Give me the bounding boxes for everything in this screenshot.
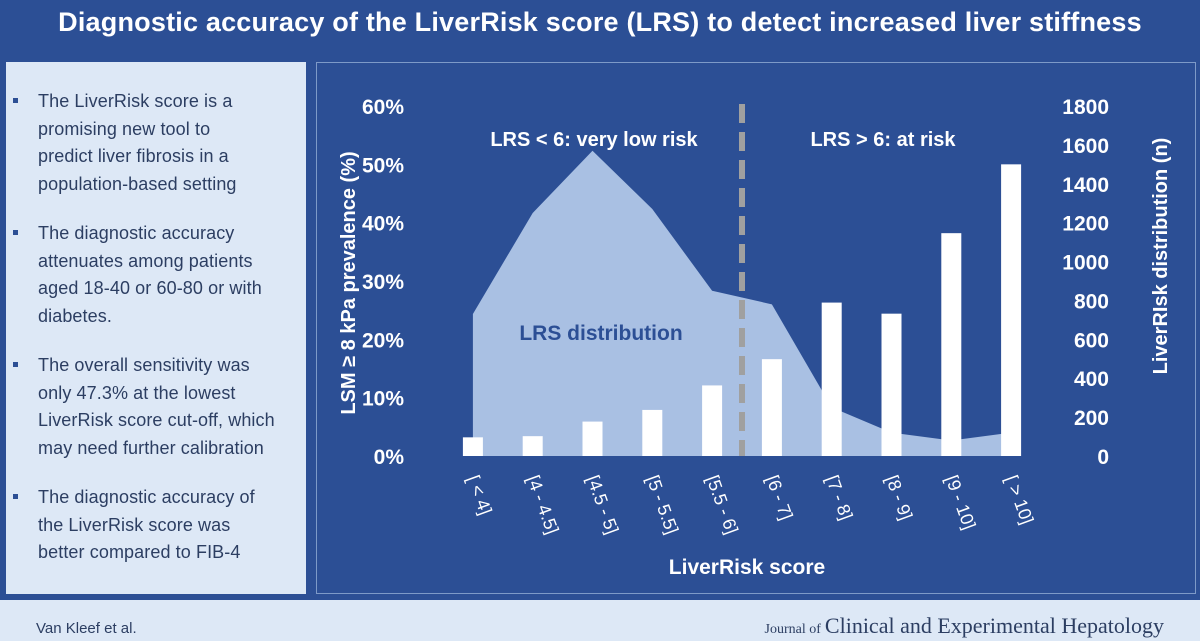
finding-text: The diagnostic accuracy of the LiverRisk… <box>38 487 255 562</box>
y2-tick-label: 600 <box>1074 329 1109 352</box>
prevalence-bar <box>462 437 483 456</box>
finding-item: The diagnostic accuracy attenuates among… <box>6 220 306 330</box>
prevalence-bar <box>941 233 962 456</box>
y-tick-label: 10% <box>362 388 404 411</box>
prevalence-bar <box>642 409 663 456</box>
y2-tick-label: 1800 <box>1062 96 1109 119</box>
authors: Van Kleef et al. <box>36 620 137 637</box>
page-title: Diagnostic accuracy of the LiverRisk sco… <box>58 6 1142 37</box>
x-tick-label: [6 - 7] <box>762 473 797 523</box>
y2-tick-label: 1600 <box>1062 135 1109 158</box>
journal-prefix: Journal of <box>764 622 821 637</box>
chart-panel: 0% 10% 20% 30% 40% 50% 60% 0 200 400 600 800 1000 120… <box>316 62 1196 594</box>
prevalence-bar <box>1001 164 1022 456</box>
y2-tick-label: 400 <box>1074 368 1109 391</box>
bullet-square-icon <box>13 98 18 103</box>
finding-item: The LiverRisk score is a promising new t… <box>6 88 306 198</box>
low-risk-annotation: LRS < 6: very low risk <box>490 129 698 151</box>
x-tick-label: [7 - 8] <box>822 473 857 523</box>
finding-text: The LiverRisk score is a promising new t… <box>38 91 237 194</box>
x-axis-title: LiverRisk score <box>669 556 825 579</box>
footer-strip <box>0 600 1200 641</box>
prevalence-bar <box>821 302 842 456</box>
finding-item: The diagnostic accuracy of the LiverRisk… <box>6 484 306 567</box>
prevalence-bar <box>702 385 723 456</box>
x-tick-label: [4 - 4.5] <box>523 473 563 537</box>
y2-tick-label: 1000 <box>1062 252 1109 275</box>
prevalence-bar <box>761 359 782 456</box>
journal-name: Journal of Clinical and Experimental Hep… <box>765 613 1164 639</box>
y-tick-label: 30% <box>362 271 404 294</box>
key-findings-panel: The LiverRisk score is a promising new t… <box>6 62 306 594</box>
area-series-label: LRS distribution <box>519 322 682 345</box>
y2-axis-title: LiverRIsk distribution (n) <box>1150 138 1172 375</box>
x-tick-label: [5.5 - 6] <box>702 473 742 537</box>
liverrisk-chart: 0% 10% 20% 30% 40% 50% 60% 0 200 400 600 800 1000 120… <box>338 96 1172 579</box>
x-tick-label: [8 - 9] <box>882 473 917 523</box>
prevalence-bar <box>881 313 902 456</box>
y2-tick-label: 1400 <box>1062 174 1109 197</box>
x-tick-label: [5 - 5.5] <box>643 473 683 537</box>
bullet-square-icon <box>13 494 18 499</box>
prevalence-bar <box>522 436 543 456</box>
at-risk-annotation: LRS > 6: at risk <box>810 129 956 151</box>
y-tick-label: 0% <box>374 446 405 469</box>
y2-tick-label: 0 <box>1097 446 1109 469</box>
bullet-square-icon <box>13 230 18 235</box>
y-tick-label: 60% <box>362 96 404 119</box>
finding-text: The overall sensitivity was only 47.3% a… <box>38 355 275 458</box>
finding-text: The diagnostic accuracy attenuates among… <box>38 223 262 326</box>
prevalence-bar <box>582 421 603 456</box>
finding-item: The overall sensitivity was only 47.3% a… <box>6 352 306 462</box>
y2-tick-label: 200 <box>1074 407 1109 430</box>
x-tick-label: [ < 4] <box>463 473 496 518</box>
bullet-square-icon <box>13 362 18 367</box>
key-findings-list: The LiverRisk score is a promising new t… <box>6 62 306 567</box>
y-tick-label: 20% <box>362 329 404 352</box>
x-tick-label: [9 - 10] <box>942 473 980 532</box>
journal-title: Clinical and Experimental Hepatology <box>824 613 1164 638</box>
y-axis-title: LSM ≥ 8 kPa prevalence (%) <box>338 151 360 414</box>
y2-tick-label: 1200 <box>1062 213 1109 236</box>
x-tick-label: [4.5 - 5] <box>583 473 623 537</box>
y2-tick-label: 800 <box>1074 290 1109 313</box>
x-tick-label: [ > 10] <box>1001 473 1037 527</box>
y-tick-label: 50% <box>362 154 404 177</box>
y-tick-label: 40% <box>362 213 404 236</box>
